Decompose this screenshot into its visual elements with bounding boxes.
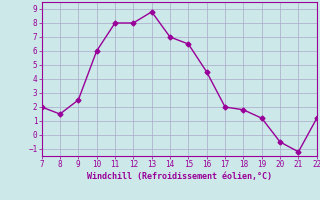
X-axis label: Windchill (Refroidissement éolien,°C): Windchill (Refroidissement éolien,°C) <box>87 172 272 181</box>
